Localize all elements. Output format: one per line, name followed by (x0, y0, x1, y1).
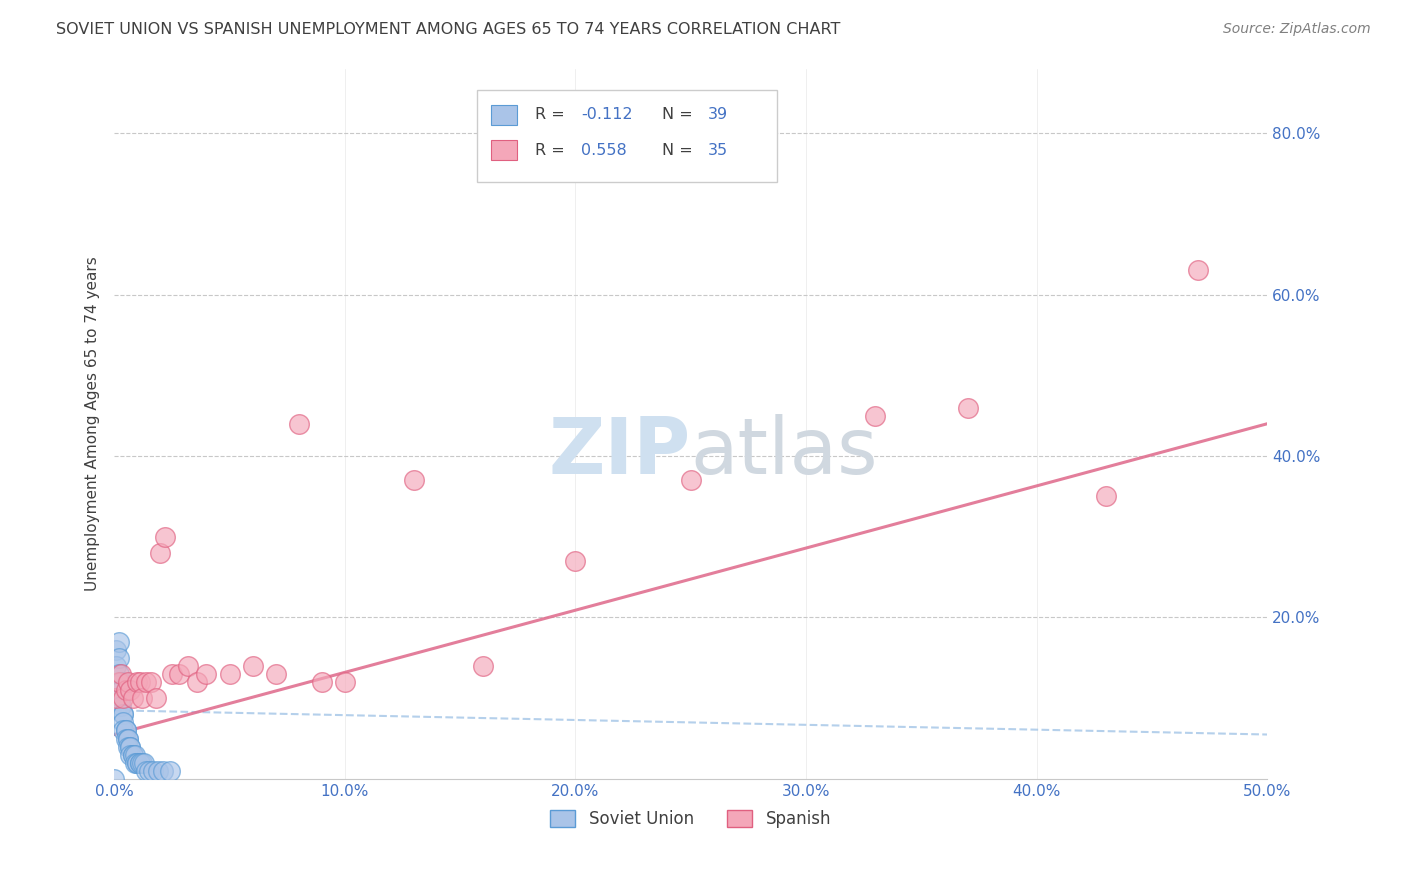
Point (128, 756, 150, 770)
Point (177, 659, 200, 673)
FancyBboxPatch shape (478, 90, 778, 182)
Point (110, 675, 132, 690)
Point (679, 473, 702, 487)
Point (135, 675, 157, 690)
Point (121, 747, 143, 762)
Point (124, 756, 146, 770)
Point (117, 739, 139, 754)
Point (120, 739, 142, 754)
Point (264, 667, 287, 681)
Point (152, 764, 174, 778)
Point (564, 554, 586, 568)
Point (120, 747, 142, 762)
Text: atlas: atlas (690, 414, 879, 490)
Point (146, 764, 169, 778)
Text: R =: R = (536, 143, 569, 158)
Point (139, 675, 162, 690)
Text: -0.112: -0.112 (581, 107, 633, 122)
Point (121, 691, 143, 706)
Point (112, 723, 135, 738)
Point (105, 691, 128, 706)
Point (114, 723, 136, 738)
Point (159, 764, 181, 778)
Point (195, 667, 218, 681)
Point (186, 675, 208, 690)
Point (110, 691, 132, 706)
Point (120, 739, 142, 754)
Point (110, 667, 132, 681)
Text: 39: 39 (709, 107, 728, 122)
Point (402, 473, 425, 487)
Point (218, 667, 240, 681)
Point (153, 530, 176, 544)
Point (124, 747, 146, 762)
Point (121, 747, 143, 762)
Point (149, 546, 172, 560)
Point (107, 675, 129, 690)
Y-axis label: Unemployment Among Ages 65 to 74 years: Unemployment Among Ages 65 to 74 years (86, 256, 100, 591)
Point (114, 731, 136, 746)
Point (142, 764, 165, 778)
Point (114, 723, 136, 738)
Text: Source: ZipAtlas.com: Source: ZipAtlas.com (1223, 22, 1371, 37)
Point (287, 417, 309, 431)
Point (112, 691, 135, 706)
Text: N =: N = (662, 143, 697, 158)
Point (117, 675, 139, 690)
Point (128, 675, 150, 690)
Point (131, 691, 153, 706)
Point (160, 667, 183, 681)
Point (112, 715, 135, 730)
Point (145, 691, 167, 706)
Point (127, 675, 149, 690)
FancyBboxPatch shape (491, 104, 517, 125)
Point (311, 675, 333, 690)
Point (1095, 489, 1118, 503)
Point (472, 659, 495, 673)
Point (105, 659, 128, 673)
Point (333, 675, 356, 690)
Point (135, 764, 157, 778)
Point (107, 667, 129, 681)
Point (167, 667, 190, 681)
Point (117, 731, 139, 746)
Point (128, 756, 150, 770)
Point (134, 756, 156, 770)
Point (112, 707, 135, 722)
Point (242, 659, 264, 673)
Point (103, 772, 125, 786)
Point (131, 756, 153, 770)
Point (127, 756, 149, 770)
Text: N =: N = (662, 107, 697, 122)
Point (107, 650, 129, 665)
Point (110, 699, 132, 714)
Point (138, 764, 160, 778)
Text: R =: R = (536, 107, 569, 122)
Text: 35: 35 (709, 143, 728, 158)
Point (127, 756, 149, 770)
Point (956, 401, 979, 415)
Point (110, 683, 132, 698)
Text: 0.558: 0.558 (581, 143, 627, 158)
Legend: Soviet Union, Spanish: Soviet Union, Spanish (544, 803, 838, 835)
Point (105, 642, 128, 657)
Point (1187, 263, 1209, 277)
FancyBboxPatch shape (491, 140, 517, 161)
Point (120, 683, 142, 698)
Point (107, 634, 129, 648)
Point (117, 731, 139, 746)
Point (114, 683, 136, 698)
Point (112, 707, 135, 722)
Text: SOVIET UNION VS SPANISH UNEMPLOYMENT AMONG AGES 65 TO 74 YEARS CORRELATION CHART: SOVIET UNION VS SPANISH UNEMPLOYMENT AMO… (56, 22, 841, 37)
Point (865, 409, 887, 423)
Text: ZIP: ZIP (548, 414, 690, 490)
